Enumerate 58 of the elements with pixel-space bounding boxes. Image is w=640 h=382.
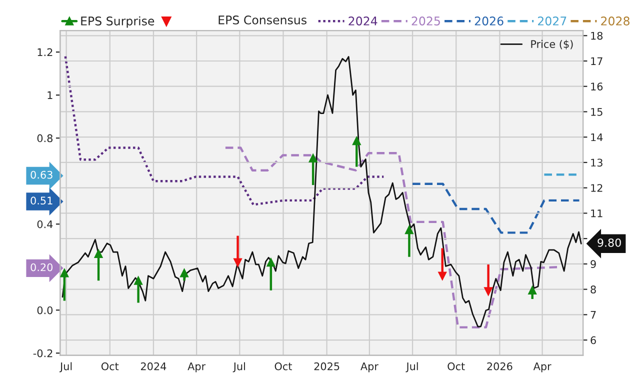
y2-tick-label: 13 <box>591 158 602 167</box>
legend-label: 2025 <box>412 16 440 26</box>
x-tick-label: Jul <box>59 362 72 372</box>
x-tick-label: Apr <box>533 362 552 372</box>
legend-label: EPS Surprise <box>81 16 154 28</box>
point <box>308 154 318 162</box>
legend-label: 2028 <box>601 16 630 26</box>
y-tick-label: 0.20 <box>30 263 53 272</box>
x-tick-label: 2026 <box>487 362 512 370</box>
point <box>438 272 447 280</box>
y-tick-label: 0.8 <box>37 134 53 142</box>
y2-tick-label: 6 <box>590 336 596 344</box>
line-series <box>64 55 385 206</box>
point <box>60 268 69 278</box>
y2-tick-label: 8 <box>590 286 596 294</box>
y2-tick-label: 12 <box>591 184 602 192</box>
legend-label: 2026 <box>474 16 504 26</box>
y2-tick-label: 18 <box>591 32 603 40</box>
x-tick-label: Oct <box>274 362 292 370</box>
x-tick-label: Oct <box>448 362 465 370</box>
legend-label: 2024 <box>348 16 378 26</box>
point <box>234 258 242 267</box>
x-tick-label: Apr <box>188 362 206 372</box>
legend-label: Price ($) <box>531 40 573 50</box>
line-series <box>411 182 580 234</box>
y2-tick-label: 9 <box>590 260 596 268</box>
y-tick-label: 0.63 <box>30 170 52 179</box>
legend-title: EPS Consensus <box>218 16 306 24</box>
x-tick-label: 2024 <box>140 362 166 370</box>
line-series <box>224 146 560 328</box>
x-tick-label: Jul <box>232 362 245 372</box>
x-tick-label: Jul <box>406 362 418 372</box>
y-tick-label: -0.2 <box>33 349 52 358</box>
y-tick-label: 0.0 <box>37 306 53 314</box>
y2-tick-label: 15 <box>591 108 602 116</box>
data-label: 9.80 <box>598 238 621 247</box>
point <box>352 136 361 146</box>
point <box>180 268 188 278</box>
point <box>134 276 142 285</box>
x-tick-label: Apr <box>360 362 378 372</box>
x-tick-label: 2025 <box>314 362 340 370</box>
y-tick-label: 0.4 <box>37 220 53 228</box>
y-tick-label: 1.2 <box>38 48 52 56</box>
y-tick-label: 0.51 <box>30 196 52 205</box>
point <box>528 286 537 294</box>
point <box>484 287 492 296</box>
y2-tick-label: 11 <box>591 210 602 218</box>
point <box>266 258 276 267</box>
y-tick-label: 1 <box>48 91 52 100</box>
y2-tick-label: 7 <box>590 311 596 319</box>
legend-label: 2027 <box>538 16 566 26</box>
point <box>405 226 414 234</box>
y2-tick-label: 17 <box>591 57 602 65</box>
y2-tick-label: 14 <box>591 133 603 142</box>
point <box>94 250 103 258</box>
x-tick-label: Oct <box>101 362 119 370</box>
y2-tick-label: 16 <box>591 82 603 90</box>
line-series <box>62 56 582 328</box>
